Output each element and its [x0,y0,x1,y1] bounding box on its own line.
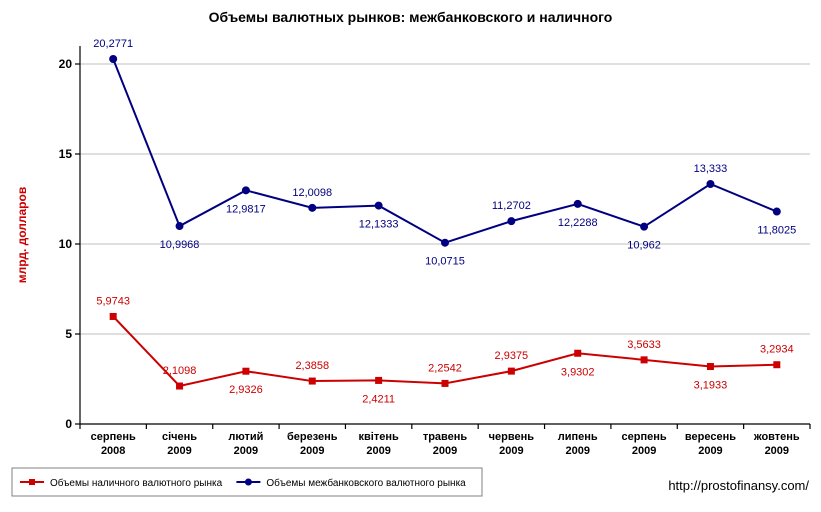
data-label: 3,5633 [627,339,661,351]
data-label: 13,333 [694,163,728,175]
data-label: 12,0098 [292,187,332,199]
line-chart: 05101520серпень2008січень2009лютий2009бе… [0,0,821,512]
y-tick-label: 15 [59,147,73,161]
data-marker [442,239,449,246]
data-marker [176,223,183,230]
data-label: 5,9743 [96,295,130,307]
data-label: 2,4211 [362,393,395,405]
data-label: 2,2542 [428,362,462,374]
legend-label: Объемы наличного валютного рынка [50,477,223,489]
data-label: 10,9968 [160,239,200,251]
data-label: 2,1098 [163,365,197,377]
data-label: 3,9302 [561,366,595,378]
data-label: 12,2288 [558,217,598,229]
data-label: 12,9817 [226,203,266,215]
data-label: 10,962 [627,240,661,252]
data-marker [242,187,249,194]
y-tick-label: 10 [59,237,73,251]
data-marker [442,380,448,386]
y-tick-label: 20 [59,57,73,71]
data-label: 3,1933 [694,380,728,392]
y-tick-label: 0 [65,417,72,431]
data-marker [177,383,183,389]
data-label: 11,2702 [492,200,531,212]
data-marker [641,223,648,230]
data-marker [376,377,382,383]
data-marker [110,56,117,63]
data-label: 20,2771 [93,38,133,50]
data-marker [773,208,780,215]
data-marker [243,368,249,374]
data-label: 3,2934 [760,344,794,356]
data-label: 2,9375 [495,350,529,362]
data-marker [309,204,316,211]
y-tick-label: 5 [65,327,72,341]
data-marker [309,378,315,384]
footer-link[interactable]: http://prostofinansy.com/ [668,478,809,493]
data-label: 10,0715 [425,256,465,268]
legend-label: Объемы межбанковского валютного рынка [266,477,466,489]
data-label: 11,8025 [757,225,796,237]
data-marker [375,202,382,209]
data-label: 2,9326 [229,384,263,396]
data-marker [575,350,581,356]
data-label: 12,1333 [359,219,399,231]
data-marker [774,362,780,368]
data-marker [641,357,647,363]
data-marker [508,218,515,225]
data-marker [574,200,581,207]
data-marker [707,364,713,370]
data-marker [110,313,116,319]
data-marker [707,181,714,188]
y-axis-label: млрд. долларов [15,187,29,283]
data-marker [508,368,514,374]
chart-title: Объемы валютных рынков: межбанковского и… [209,9,613,25]
data-label: 2,3858 [295,360,329,372]
